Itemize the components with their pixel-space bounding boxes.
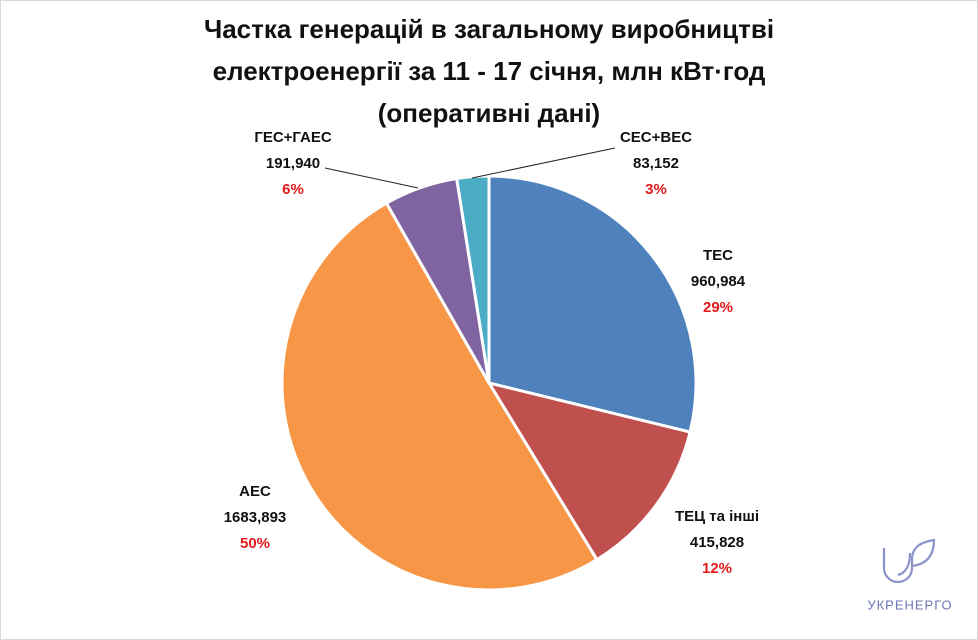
percent-label: 50% [240,535,270,552]
percent-label: 12% [702,560,732,577]
value-label: 415,828 [690,534,744,551]
leader-line [471,147,616,179]
logo-icon [882,538,936,584]
value-label: 191,940 [266,155,320,172]
chart-title: (оперативні дані) [378,98,600,128]
logo-text: УКРЕНЕРГО [867,597,952,612]
pie-slice [485,380,692,562]
slice-name: ТЕС [703,247,733,264]
leader-line [324,167,419,189]
value-label: 960,984 [691,273,746,290]
slice-name: СЕС+ВЕС [620,129,692,146]
chart-title: Частка генерацій в загальному виробництв… [204,14,774,44]
value-label: 83,152 [633,155,679,172]
slice-name: ГЕС+ГАЕС [254,129,331,146]
pie-slice [454,174,491,384]
chart-title: електроенергії за 11 - 17 січня, млн кВт… [213,56,766,86]
slice-name: АЕС [239,483,271,500]
percent-label: 29% [703,299,733,316]
pie-slice [487,174,698,434]
value-label: 1683,893 [224,509,287,526]
slice-name: ТЕЦ та інші [675,508,759,525]
pie-slice [280,201,599,592]
percent-label: 6% [282,181,304,198]
percent-label: 3% [645,181,667,198]
